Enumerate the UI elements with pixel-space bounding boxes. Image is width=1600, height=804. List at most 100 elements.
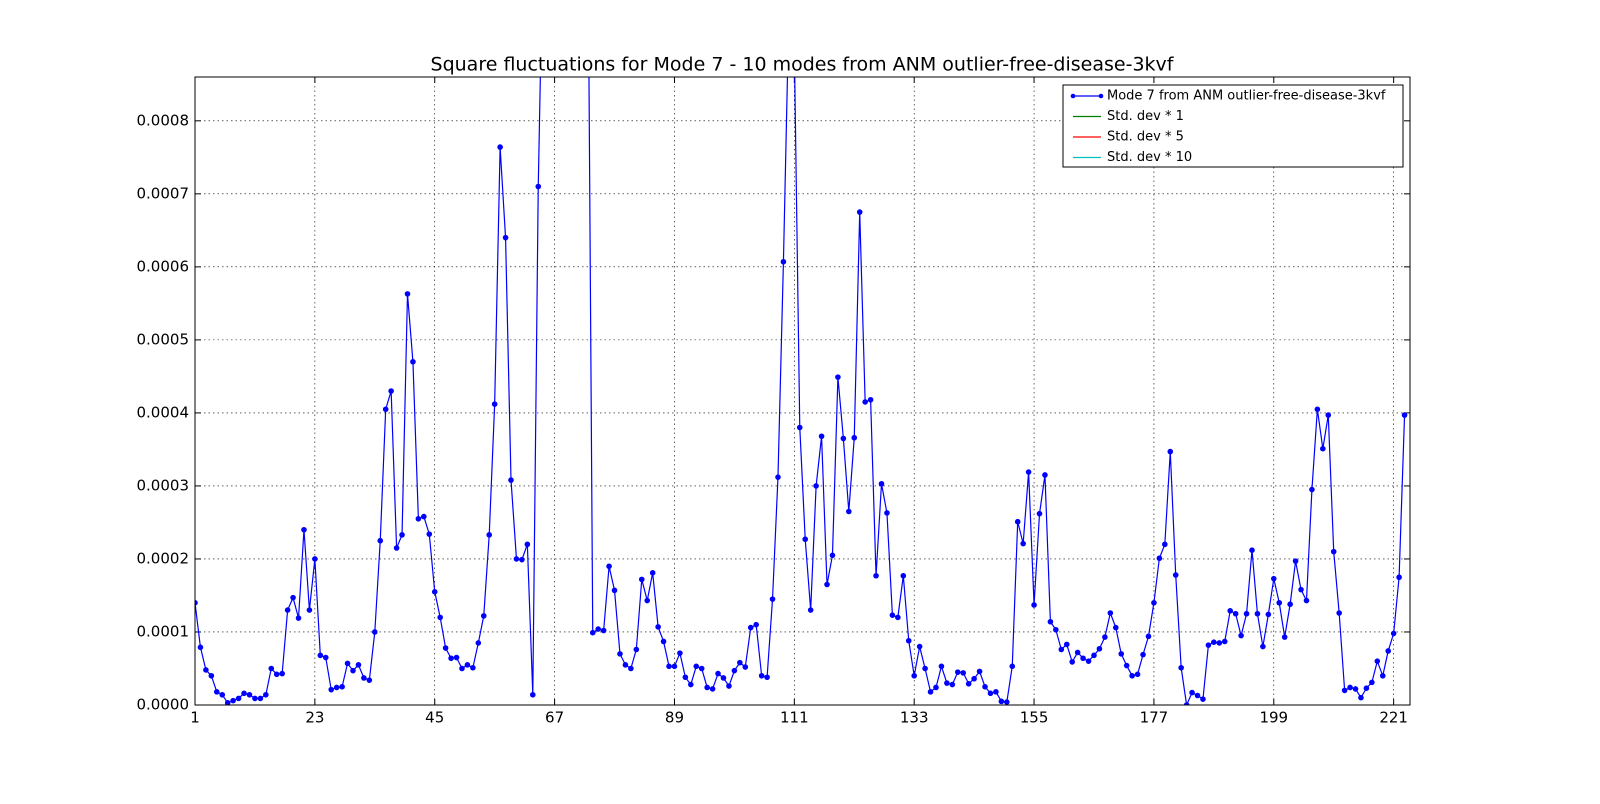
data-point (742, 664, 749, 670)
data-point (1287, 601, 1293, 608)
data-point (1145, 633, 1152, 640)
data-point (464, 662, 471, 668)
data-point (508, 477, 514, 483)
data-point (617, 651, 623, 657)
x-tick-label: 111 (780, 709, 809, 727)
data-point (410, 358, 416, 365)
legend-box (1062, 84, 1404, 168)
data-point (1134, 671, 1141, 678)
y-tick-label: 0.0001 (137, 622, 190, 640)
data-point (1363, 685, 1370, 692)
data-point (431, 589, 438, 595)
data-point (1265, 611, 1272, 618)
data-point (960, 670, 967, 676)
data-point (442, 645, 449, 651)
data-point (1379, 672, 1386, 679)
data-point (922, 665, 928, 672)
legend-label: Std. dev * 1 (1107, 109, 1184, 124)
data-point (660, 638, 667, 645)
data-point (1194, 692, 1201, 699)
data-point (1189, 689, 1195, 696)
data-point (535, 183, 542, 190)
data-point (1123, 662, 1130, 669)
data-point (726, 683, 732, 689)
data-point (195, 599, 198, 606)
data-point (671, 663, 678, 670)
data-point (230, 697, 236, 704)
data-point (1298, 586, 1304, 593)
x-tick-label: 133 (900, 709, 929, 727)
x-tick-label: 67 (545, 709, 564, 727)
data-point (1167, 448, 1174, 455)
data-point (1243, 610, 1250, 617)
data-point (361, 675, 367, 681)
data-point (731, 667, 738, 674)
data-point (818, 433, 825, 440)
y-tick-label: 0.0000 (137, 696, 190, 714)
data-point (677, 650, 683, 656)
legend-marker (1070, 93, 1076, 99)
data-point (758, 672, 765, 679)
data-point (273, 671, 280, 678)
data-point (982, 683, 988, 690)
x-tick-label: 89 (665, 709, 684, 727)
data-point (421, 513, 427, 520)
legend-label: Std. dev * 10 (1107, 150, 1192, 165)
chart-title: Square fluctuations for Mode 7 - 10 mode… (431, 54, 1175, 76)
data-point (813, 483, 819, 489)
data-point (1091, 652, 1097, 659)
data-point (224, 700, 231, 705)
data-point (954, 669, 961, 675)
data-point (399, 532, 405, 538)
data-point (1014, 518, 1021, 525)
data-point (415, 515, 422, 522)
legend-label: Mode 7 from ANM outlier-free-disease-3kv… (1107, 89, 1386, 104)
data-point (633, 646, 640, 653)
data-point (976, 668, 983, 675)
data-point (824, 581, 830, 588)
data-point (1140, 651, 1146, 658)
data-point (628, 665, 634, 672)
data-point (971, 675, 977, 682)
data-point (1336, 610, 1342, 616)
data-point (1352, 686, 1359, 692)
legend-label: Std. dev * 5 (1107, 130, 1184, 145)
data-point (1390, 630, 1397, 637)
data-point (1183, 702, 1190, 705)
data-point (737, 659, 743, 666)
data-point (203, 667, 209, 673)
data-point (851, 434, 858, 441)
data-point (355, 662, 362, 668)
data-point (1074, 649, 1081, 656)
plot-frame (194, 76, 1411, 706)
data-point (279, 670, 285, 677)
data-point (1314, 406, 1321, 413)
data-point (513, 556, 520, 562)
data-point (1249, 547, 1255, 553)
data-point (312, 556, 318, 562)
data-point (1096, 645, 1103, 652)
data-point (1102, 634, 1108, 640)
data-point (878, 480, 885, 487)
data-point (873, 572, 879, 579)
data-point (530, 691, 536, 698)
data-point (252, 695, 258, 702)
x-tick-label: 221 (1379, 709, 1408, 727)
data-point (486, 532, 493, 538)
data-point (1325, 412, 1332, 418)
data-point (475, 640, 482, 646)
data-point (382, 406, 389, 413)
data-point (796, 424, 803, 431)
data-point (682, 674, 689, 681)
data-point (470, 664, 476, 671)
y-tick-label: 0.0004 (137, 403, 190, 421)
data-point (1009, 663, 1016, 670)
data-point (1047, 618, 1054, 625)
data-point (780, 258, 787, 265)
data-point (1205, 642, 1212, 648)
data-point (829, 552, 836, 559)
data-point (611, 587, 618, 594)
legend-marker (1098, 93, 1104, 99)
data-point (219, 691, 226, 698)
data-point (606, 563, 612, 570)
